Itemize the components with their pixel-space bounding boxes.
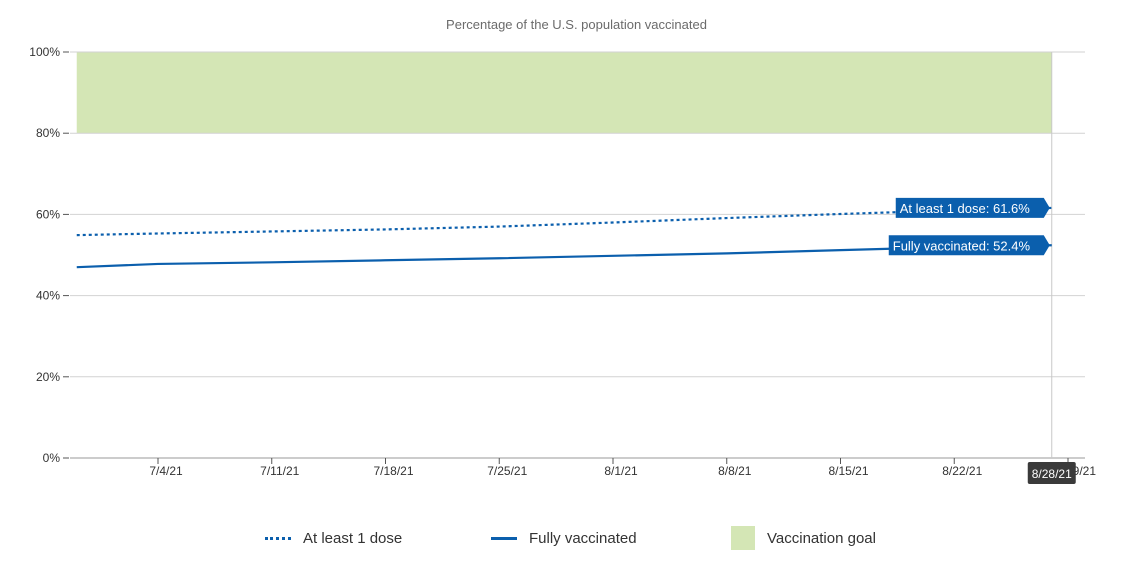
series-callout-box [888, 235, 1050, 256]
legend-swatch-goal-band [731, 526, 755, 550]
x-tick-label: 7/11/21 [260, 464, 299, 478]
x-tick-label: 8/15/21 [828, 464, 868, 478]
x-tick-label: 7/25/21 [487, 464, 527, 478]
legend-item-fully-vaccinated[interactable]: Fully vaccinated [491, 526, 637, 550]
y-tick-label: 0% [43, 451, 61, 465]
y-tick-label: 20% [36, 370, 60, 384]
hover-date-box [1027, 462, 1076, 484]
goal-band [76, 52, 1052, 134]
chart-legend: At least 1 dose Fully vaccinated Vaccina… [0, 526, 1123, 550]
y-tick-label: 60% [36, 207, 60, 221]
legend-label: At least 1 dose [303, 529, 403, 547]
chart-title: Percentage of the U.S. population vaccin… [446, 17, 707, 32]
series-callout-label: Fully vaccinated: 52.4% [893, 238, 1031, 253]
legend-label: Vaccination goal [767, 529, 876, 547]
y-tick-label: 80% [36, 126, 60, 140]
x-tick-label: 7/18/21 [373, 464, 413, 478]
x-tick-label: 8/22/21 [942, 464, 982, 478]
legend-item-vaccination-goal[interactable]: Vaccination goal [731, 526, 876, 550]
legend-item-at-least-1-dose[interactable]: At least 1 dose [265, 526, 402, 550]
y-tick-label: 40% [36, 289, 60, 303]
series-callout-label: At least 1 dose: 61.6% [900, 201, 1031, 216]
x-tick-label: 7/4/21 [149, 464, 183, 478]
legend-swatch-solid-line [491, 536, 517, 540]
legend-swatch-dotted-line [265, 536, 291, 540]
legend-label: Fully vaccinated [529, 529, 637, 547]
series-line-at-least-1-dose[interactable] [76, 206, 1052, 237]
x-tick-label: 8/8/21 [718, 464, 752, 478]
chart-plot: 0% 20% 40% 60% 80% 100% 7/4/21 7/11/21 7/18/21 7/… [29, 45, 1096, 484]
hover-date-label: 8/28/21 [1032, 467, 1072, 481]
x-tick-label: 8/1/21 [604, 464, 638, 478]
series-callout-box [895, 197, 1050, 218]
y-tick-label: 100% [29, 45, 60, 59]
